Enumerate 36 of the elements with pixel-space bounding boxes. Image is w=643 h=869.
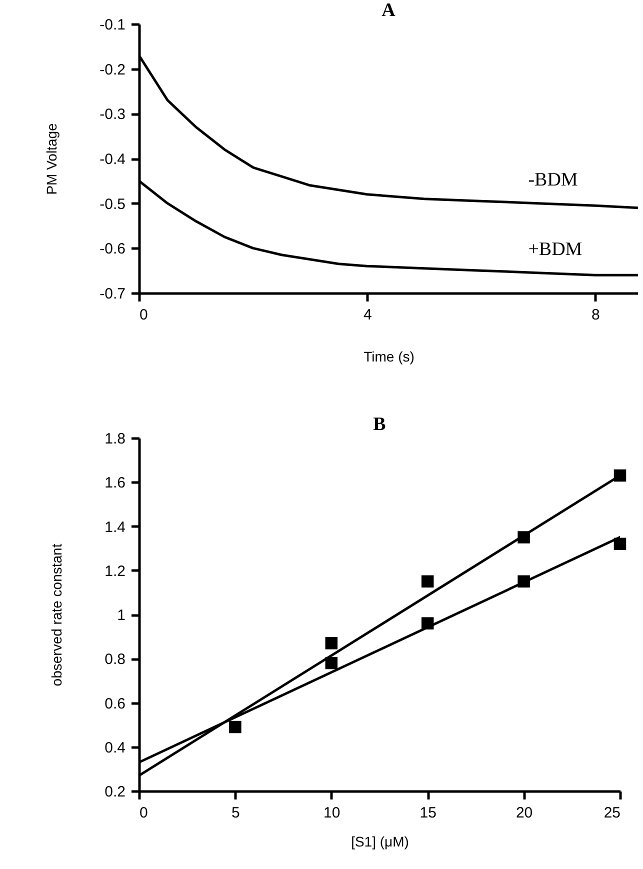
y-tick-label: -0.2 [100, 61, 126, 78]
x-tick-label: 15 [420, 804, 436, 822]
y-tick-label: 0.4 [104, 739, 126, 756]
y-tick-label: -0.7 [100, 286, 126, 302]
chart-title: A [382, 0, 396, 21]
y-tick-label: 0.8 [104, 651, 126, 668]
point [421, 575, 434, 588]
series-label: +BDM [528, 238, 582, 260]
chart-title: B [373, 414, 386, 435]
y-tick-label: 1 [117, 607, 126, 624]
x-tick-label: 0 [140, 306, 148, 324]
y-tick-label: 0.2 [104, 784, 126, 800]
y-tick-label: -0.1 [100, 16, 126, 34]
series-label: -BDM [528, 169, 578, 190]
y-tick-label: 0.6 [104, 695, 126, 712]
point [229, 720, 242, 734]
y-tick-label: 1.4 [104, 518, 126, 536]
x-tick-label: 4 [363, 306, 372, 324]
y-tick-label: -0.5 [100, 196, 126, 213]
y-tick-label: 1.8 [104, 430, 126, 448]
x-axis-title: Time (s) [364, 348, 414, 364]
y-tick-label: 1.6 [104, 474, 126, 492]
y-axis-title: observed rate constant [48, 544, 65, 686]
x-tick-label: 0 [140, 804, 148, 822]
y-axis-title: PM Voltage [44, 122, 60, 195]
x-tick-label: 25 [604, 804, 620, 822]
y-tick-label: -0.4 [100, 151, 126, 168]
y-tick-label: -0.3 [100, 106, 126, 124]
x-axis-title: [S1] (μM) [351, 834, 409, 850]
point [325, 637, 338, 650]
x-tick-label: 10 [324, 804, 340, 822]
y-tick-label: 1.2 [104, 562, 126, 580]
y-tick-label: -0.6 [100, 240, 126, 258]
x-tick-label: 5 [232, 804, 240, 822]
x-tick-label: 8 [592, 306, 600, 324]
x-tick-label: 20 [516, 804, 533, 822]
